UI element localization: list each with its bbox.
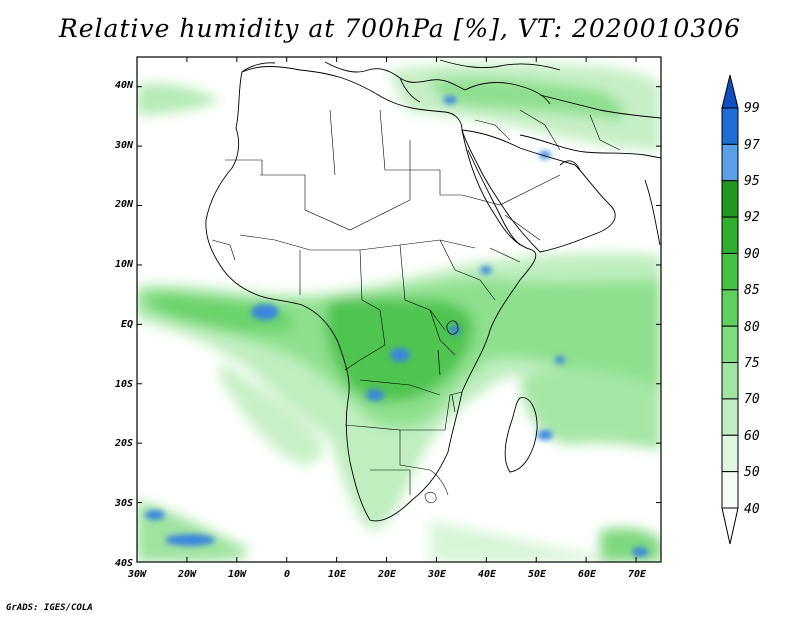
- colorbar-box: [721, 143, 739, 182]
- lon-label: 30E: [427, 569, 447, 580]
- lon-label: 60E: [578, 569, 597, 580]
- lon-label: 20W: [177, 569, 197, 580]
- lat-label: 40N: [115, 80, 134, 91]
- colorbar-box: [721, 471, 739, 509]
- humidity-map: [137, 57, 661, 562]
- colorbar-box: [721, 107, 739, 145]
- colorbar-label: 99: [744, 101, 760, 116]
- colorbar-box: [721, 398, 739, 436]
- lon-label: 40E: [478, 569, 497, 580]
- lon-label: 10E: [328, 569, 347, 580]
- colorbar-label: 90: [744, 247, 760, 262]
- lakes: [437, 320, 459, 413]
- lon-label: 70E: [628, 569, 647, 580]
- grads-credit: GrADS: IGES/COLA: [6, 603, 93, 613]
- lon-label: 10W: [228, 569, 247, 580]
- map-frame: [136, 56, 662, 563]
- lon-label: 30W: [127, 569, 147, 580]
- colorbar-top-arrow: [721, 74, 739, 109]
- colorbar-labels: 99 97 95 92 90 85 80 75 70 60 50 40: [744, 101, 760, 517]
- coastlines: [205, 59, 661, 522]
- country-borders: [211, 109, 621, 504]
- lat-label: 30S: [114, 498, 133, 509]
- colorbar-label: 75: [744, 356, 760, 371]
- lat-label: 20S: [114, 438, 133, 449]
- lon-label: 0: [284, 569, 290, 580]
- map-ticks: [136, 57, 661, 563]
- colorbar-label: 92: [744, 210, 760, 225]
- colorbar-label: 97: [744, 138, 760, 153]
- colorbar-box: [721, 325, 739, 364]
- colorbar-label: 95: [744, 174, 760, 189]
- saturated-patches: [145, 96, 648, 557]
- lat-axis: 40N 30N 20N 10N EQ 10S 20S 30S 40S: [114, 80, 134, 569]
- colorbar-box: [721, 434, 739, 473]
- colorbar-box: [721, 289, 739, 327]
- colorbar-box: [721, 180, 739, 218]
- lon-label: 50E: [528, 569, 547, 580]
- humidity-field: [137, 62, 661, 562]
- lat-label: EQ: [121, 319, 133, 330]
- lat-label: 10S: [115, 379, 133, 390]
- colorbar-box: [721, 216, 739, 254]
- colorbar-label: 40: [744, 502, 760, 517]
- colorbar-label: 70: [744, 392, 760, 407]
- lat-label: 30N: [114, 140, 134, 151]
- colorbar: 99 97 95 92 90 85 80 75 70 60 50 40: [721, 74, 760, 545]
- colorbar-box: [721, 252, 739, 291]
- map-title: Relative humidity at 700hPa [%], VT: 202…: [58, 14, 742, 43]
- colorbar-label: 85: [744, 283, 760, 298]
- colorbar-box: [721, 362, 739, 400]
- lat-label: 20N: [114, 199, 134, 210]
- colorbar-label: 50: [744, 465, 760, 480]
- colorbar-bottom-arrow: [721, 507, 739, 545]
- lat-label: 40S: [115, 558, 133, 569]
- colorbar-label: 60: [744, 429, 760, 444]
- lon-label: 20E: [377, 569, 397, 580]
- colorbar-label: 80: [744, 320, 760, 335]
- lat-label: 10N: [115, 259, 134, 270]
- lon-axis: 30W 20W 10W 0 10E 20E 30E 40E 50E 60E 70…: [127, 569, 647, 580]
